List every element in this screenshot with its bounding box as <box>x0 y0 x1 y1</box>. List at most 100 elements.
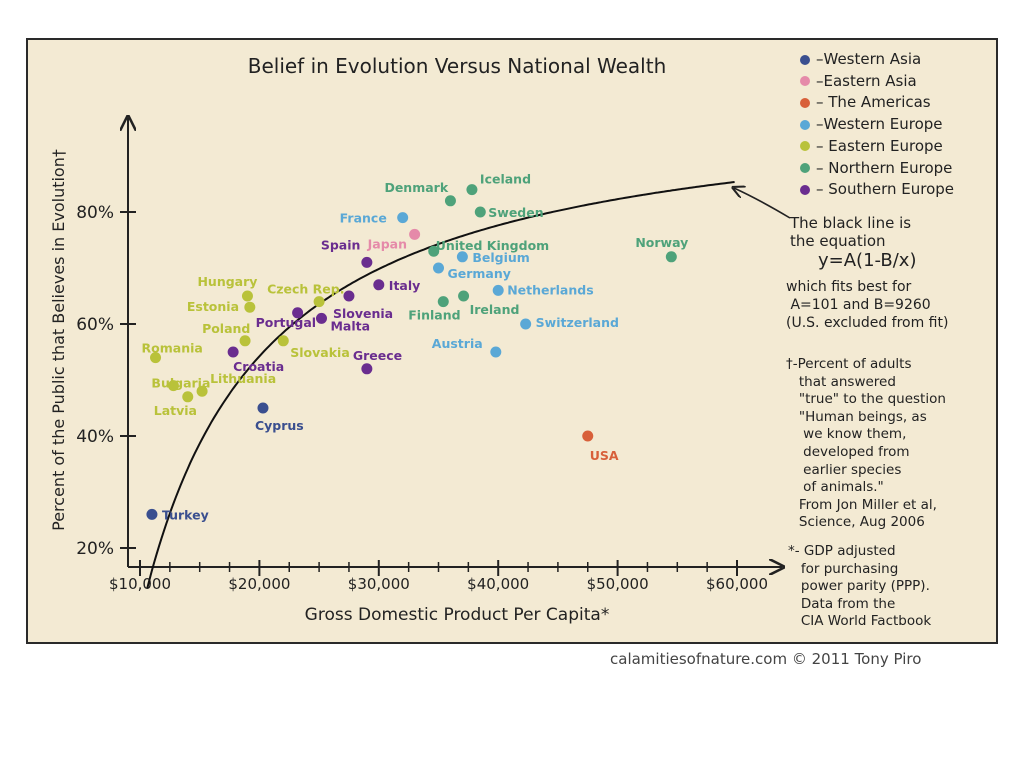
y-tick-label: 40% <box>76 427 114 447</box>
equation-note: y=A(1-B/x) <box>818 250 917 271</box>
data-point <box>665 251 677 263</box>
point-label: Estonia <box>187 299 239 314</box>
point-label: Cyprus <box>255 418 304 433</box>
point-label: Greece <box>353 348 402 363</box>
legend-swatch <box>800 141 810 152</box>
x-tick-label: $10,000 <box>109 575 171 593</box>
x-axis-label: Gross Domestic Product Per Capita* <box>305 605 610 625</box>
point-label: Turkey <box>162 507 209 522</box>
data-point <box>361 256 373 268</box>
point-label: Latvia <box>154 403 197 418</box>
legend-label: – The Americas <box>816 93 931 112</box>
data-point <box>227 346 239 358</box>
x-tick-label: $50,000 <box>587 575 649 593</box>
legend-item: –Western Europe <box>800 113 943 135</box>
y-tick-label: 60% <box>76 315 114 335</box>
data-point <box>292 307 304 319</box>
data-point <box>241 290 253 302</box>
legend-swatch <box>800 76 810 87</box>
legend-item: – The Americas <box>800 91 931 113</box>
point-label: Japan <box>367 236 407 251</box>
legend-label: –Eastern Asia <box>816 71 917 90</box>
point-label: Malta <box>330 318 370 333</box>
data-point <box>146 508 158 520</box>
curve-note: The black line is the equation <box>790 214 912 250</box>
data-point <box>244 301 256 313</box>
point-label: Portugal <box>256 315 316 330</box>
point-label: Slovakia <box>290 345 350 360</box>
data-point <box>313 296 325 308</box>
point-label: Ireland <box>470 302 520 317</box>
point-label: Switzerland <box>536 315 619 330</box>
data-point <box>361 363 373 375</box>
data-point <box>343 290 355 302</box>
point-label: United Kingdom <box>436 238 549 253</box>
data-point <box>458 290 470 302</box>
data-point <box>409 228 421 240</box>
legend-swatch <box>800 119 810 130</box>
y-ticks: 20% 40% 60% 80% <box>76 203 136 559</box>
point-label: Slovenia <box>333 306 393 321</box>
x-tick-label: $60,000 <box>706 575 768 593</box>
point-label: Sweden <box>488 205 543 220</box>
legend-item: –Western Asia <box>800 48 921 70</box>
x-tick-label: $30,000 <box>348 575 410 593</box>
data-point <box>520 318 532 330</box>
data-point <box>437 296 449 308</box>
legend-item: – Eastern Europe <box>800 135 943 157</box>
data-point <box>277 335 289 347</box>
data-point <box>257 402 269 414</box>
legend-label: – Eastern Europe <box>816 136 943 155</box>
data-point <box>315 312 327 324</box>
point-label: Austria <box>432 336 483 351</box>
x-tick-label: $40,000 <box>467 575 529 593</box>
point-label: France <box>340 211 387 226</box>
point-label: Hungary <box>197 274 257 289</box>
data-point <box>196 385 208 397</box>
point-label: Poland <box>202 321 250 336</box>
x-tick-label: $20,000 <box>228 575 290 593</box>
legend-swatch <box>800 54 810 65</box>
credit-line: calamitiesofnature.com © 2011 Tony Piro <box>610 650 922 668</box>
legend-item: – Southern Europe <box>800 178 954 200</box>
point-label: Bulgaria <box>151 376 210 391</box>
data-point <box>490 346 502 358</box>
legend-item: –Eastern Asia <box>800 70 917 92</box>
data-point <box>182 391 194 403</box>
point-label: Spain <box>321 237 361 252</box>
curve-pointer-arrow <box>734 188 791 219</box>
data-point <box>474 206 486 218</box>
data-point <box>373 279 385 291</box>
chart-title: Belief in Evolution Versus National Weal… <box>248 54 667 78</box>
data-point <box>456 251 468 263</box>
legend-item: – Northern Europe <box>800 157 952 179</box>
point-label: Denmark <box>384 180 448 195</box>
point-label: USA <box>590 448 619 463</box>
point-label: Germany <box>448 266 511 281</box>
legend-label: – Southern Europe <box>816 180 955 199</box>
point-label: Finland <box>408 308 460 323</box>
comic-panel <box>26 38 998 644</box>
data-point <box>428 245 440 257</box>
legend-label: –Western Europe <box>816 115 943 134</box>
point-label: Czech Rep. <box>267 282 344 297</box>
point-label: Croatia <box>233 359 284 374</box>
point-label: Iceland <box>480 172 531 187</box>
dagger-note: †-Percent of adults that answered "true"… <box>786 356 946 531</box>
x-ticks: $10,000 $20,000 $30,000 $40,000 $50,000 $60,0… <box>109 560 768 593</box>
point-label: Romania <box>142 341 203 356</box>
legend-swatch <box>800 184 810 195</box>
legend-label: – Northern Europe <box>816 158 953 177</box>
data-point <box>150 352 162 364</box>
fit-curve <box>146 181 735 589</box>
point-label: Italy <box>389 278 421 293</box>
data-point <box>239 335 251 347</box>
gdp-note: *- GDP adjusted for purchasing power par… <box>788 543 932 630</box>
legend-label: –Western Asia <box>816 50 922 68</box>
data-point <box>397 212 409 224</box>
fit-note: which fits best for A=101 and B=9260 (U.… <box>786 279 949 331</box>
point-label: Lithuania <box>210 371 276 386</box>
y-tick-label: 20% <box>76 539 114 559</box>
legend-swatch <box>800 97 810 108</box>
legend-swatch <box>800 163 810 173</box>
